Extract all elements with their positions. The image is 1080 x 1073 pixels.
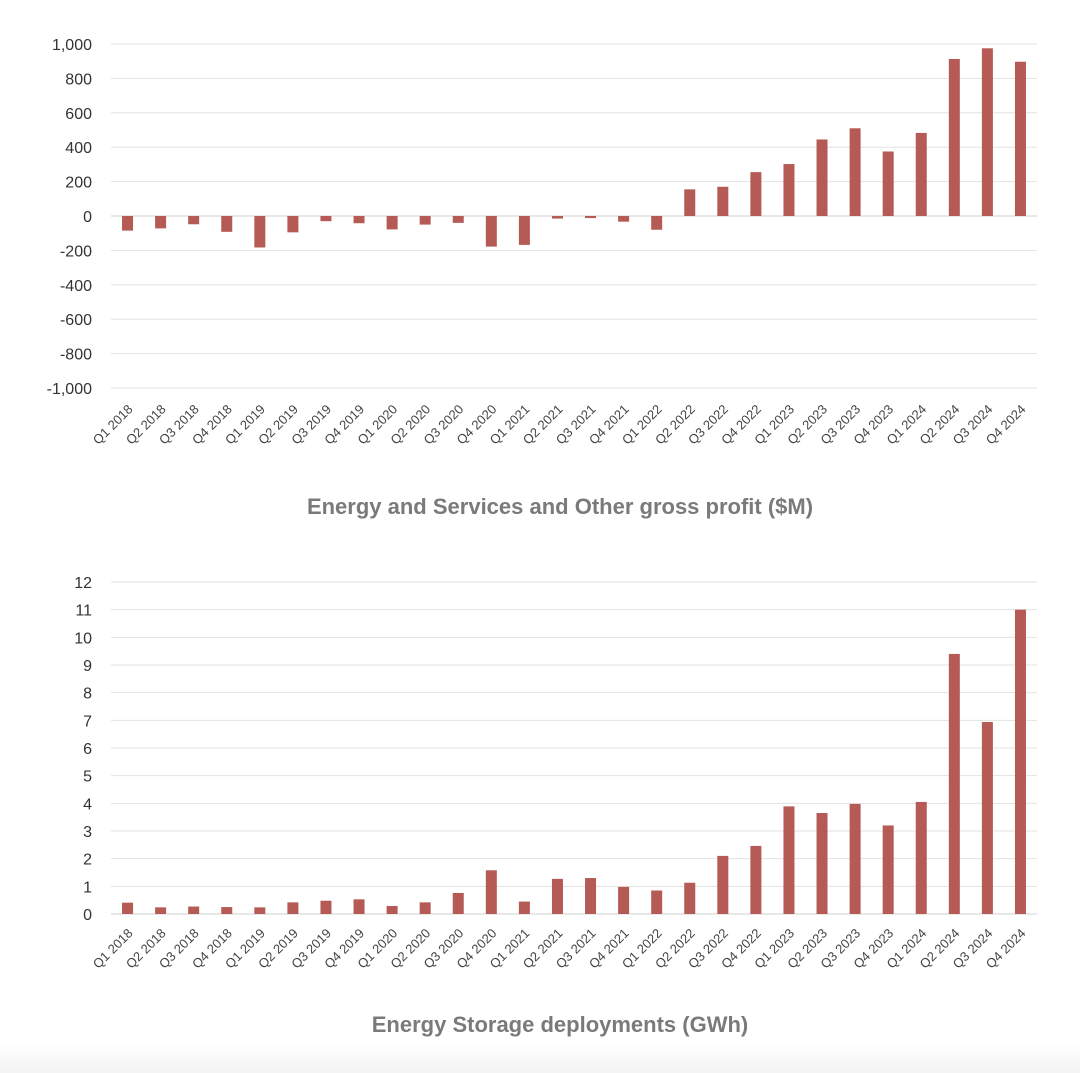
y-tick-label: -400 [60, 278, 92, 295]
bar [485, 870, 497, 914]
bar [981, 721, 993, 914]
bar [221, 216, 233, 232]
bar [518, 216, 530, 245]
bar [915, 132, 927, 216]
bars [122, 609, 1026, 914]
bar [783, 806, 795, 914]
y-tick-label: 4 [83, 796, 92, 813]
bar [122, 902, 134, 914]
bar [585, 216, 597, 219]
bar [452, 216, 464, 223]
bar [353, 899, 365, 914]
bar [717, 186, 729, 216]
y-tick-label: 600 [65, 106, 92, 123]
y-tick-label: 5 [83, 769, 92, 786]
bar [717, 855, 729, 914]
bar [948, 58, 960, 216]
bar [122, 216, 134, 231]
bar [915, 801, 927, 914]
bar [1014, 61, 1026, 216]
bar [750, 172, 762, 216]
y-tick-label: -200 [60, 243, 92, 260]
bar [155, 216, 167, 229]
bar [320, 900, 332, 914]
bar [684, 882, 696, 914]
y-tick-label: 800 [65, 71, 92, 88]
y-tick-label: -1,000 [47, 381, 92, 398]
bar [882, 151, 894, 216]
bar [816, 813, 828, 914]
bar [254, 216, 266, 248]
bar [254, 907, 266, 914]
y-tick-label: 6 [83, 741, 92, 758]
bar [618, 886, 630, 914]
y-tick-label: 1,000 [52, 37, 92, 54]
y-tick-label: 400 [65, 140, 92, 157]
gross-profit-chart: -1,000 -800 -600 -400 -200 0 200 400 600 800 1,000… [47, 37, 1037, 519]
bar [419, 216, 431, 225]
chart-title: Energy and Services and Other gross prof… [307, 494, 813, 519]
bar [155, 907, 167, 914]
bar [849, 803, 861, 914]
bar [849, 128, 861, 216]
bar [1014, 609, 1026, 914]
y-tick-label: 7 [83, 713, 92, 730]
bar [419, 902, 431, 914]
bar [651, 890, 663, 914]
bar [981, 48, 993, 216]
y-tick-label: 0 [83, 209, 92, 226]
y-tick-label: 2 [83, 852, 92, 869]
bar [783, 164, 795, 216]
bar [188, 216, 200, 225]
bar [485, 216, 497, 247]
y-tick-label: 12 [74, 575, 92, 592]
bar [750, 845, 762, 914]
y-axis-labels: -1,000 -800 -600 -400 -200 0 200 400 600 800 1,000 [47, 37, 92, 398]
y-tick-label: 9 [83, 658, 92, 675]
bar [287, 216, 299, 233]
bar [386, 216, 398, 230]
bar [585, 878, 597, 914]
bar [518, 901, 530, 914]
y-tick-label: 3 [83, 824, 92, 841]
bar [948, 653, 960, 914]
y-tick-label: -800 [60, 347, 92, 364]
bar [386, 905, 398, 914]
y-tick-label: 200 [65, 175, 92, 192]
y-tick-label: -600 [60, 312, 92, 329]
grid-lines [111, 581, 1037, 915]
y-tick-label: 11 [75, 603, 92, 620]
bar [551, 878, 563, 914]
bar [618, 216, 630, 222]
bar [221, 907, 233, 914]
bar [353, 216, 365, 224]
bars [122, 48, 1026, 248]
grid-lines [111, 43, 1037, 389]
page-footer-fade [0, 1043, 1080, 1073]
y-tick-label: 1 [83, 879, 92, 896]
y-tick-label: 10 [74, 630, 92, 647]
bar [882, 825, 894, 914]
bar [287, 902, 299, 914]
bar [684, 189, 696, 216]
bar [816, 139, 828, 216]
bar [551, 216, 563, 219]
y-tick-label: 8 [83, 686, 92, 703]
bar [651, 216, 663, 230]
bar [320, 216, 332, 222]
bar [452, 892, 464, 914]
bar [188, 906, 200, 914]
chart-title: Energy Storage deployments (GWh) [372, 1012, 749, 1037]
y-tick-label: 0 [83, 907, 92, 924]
